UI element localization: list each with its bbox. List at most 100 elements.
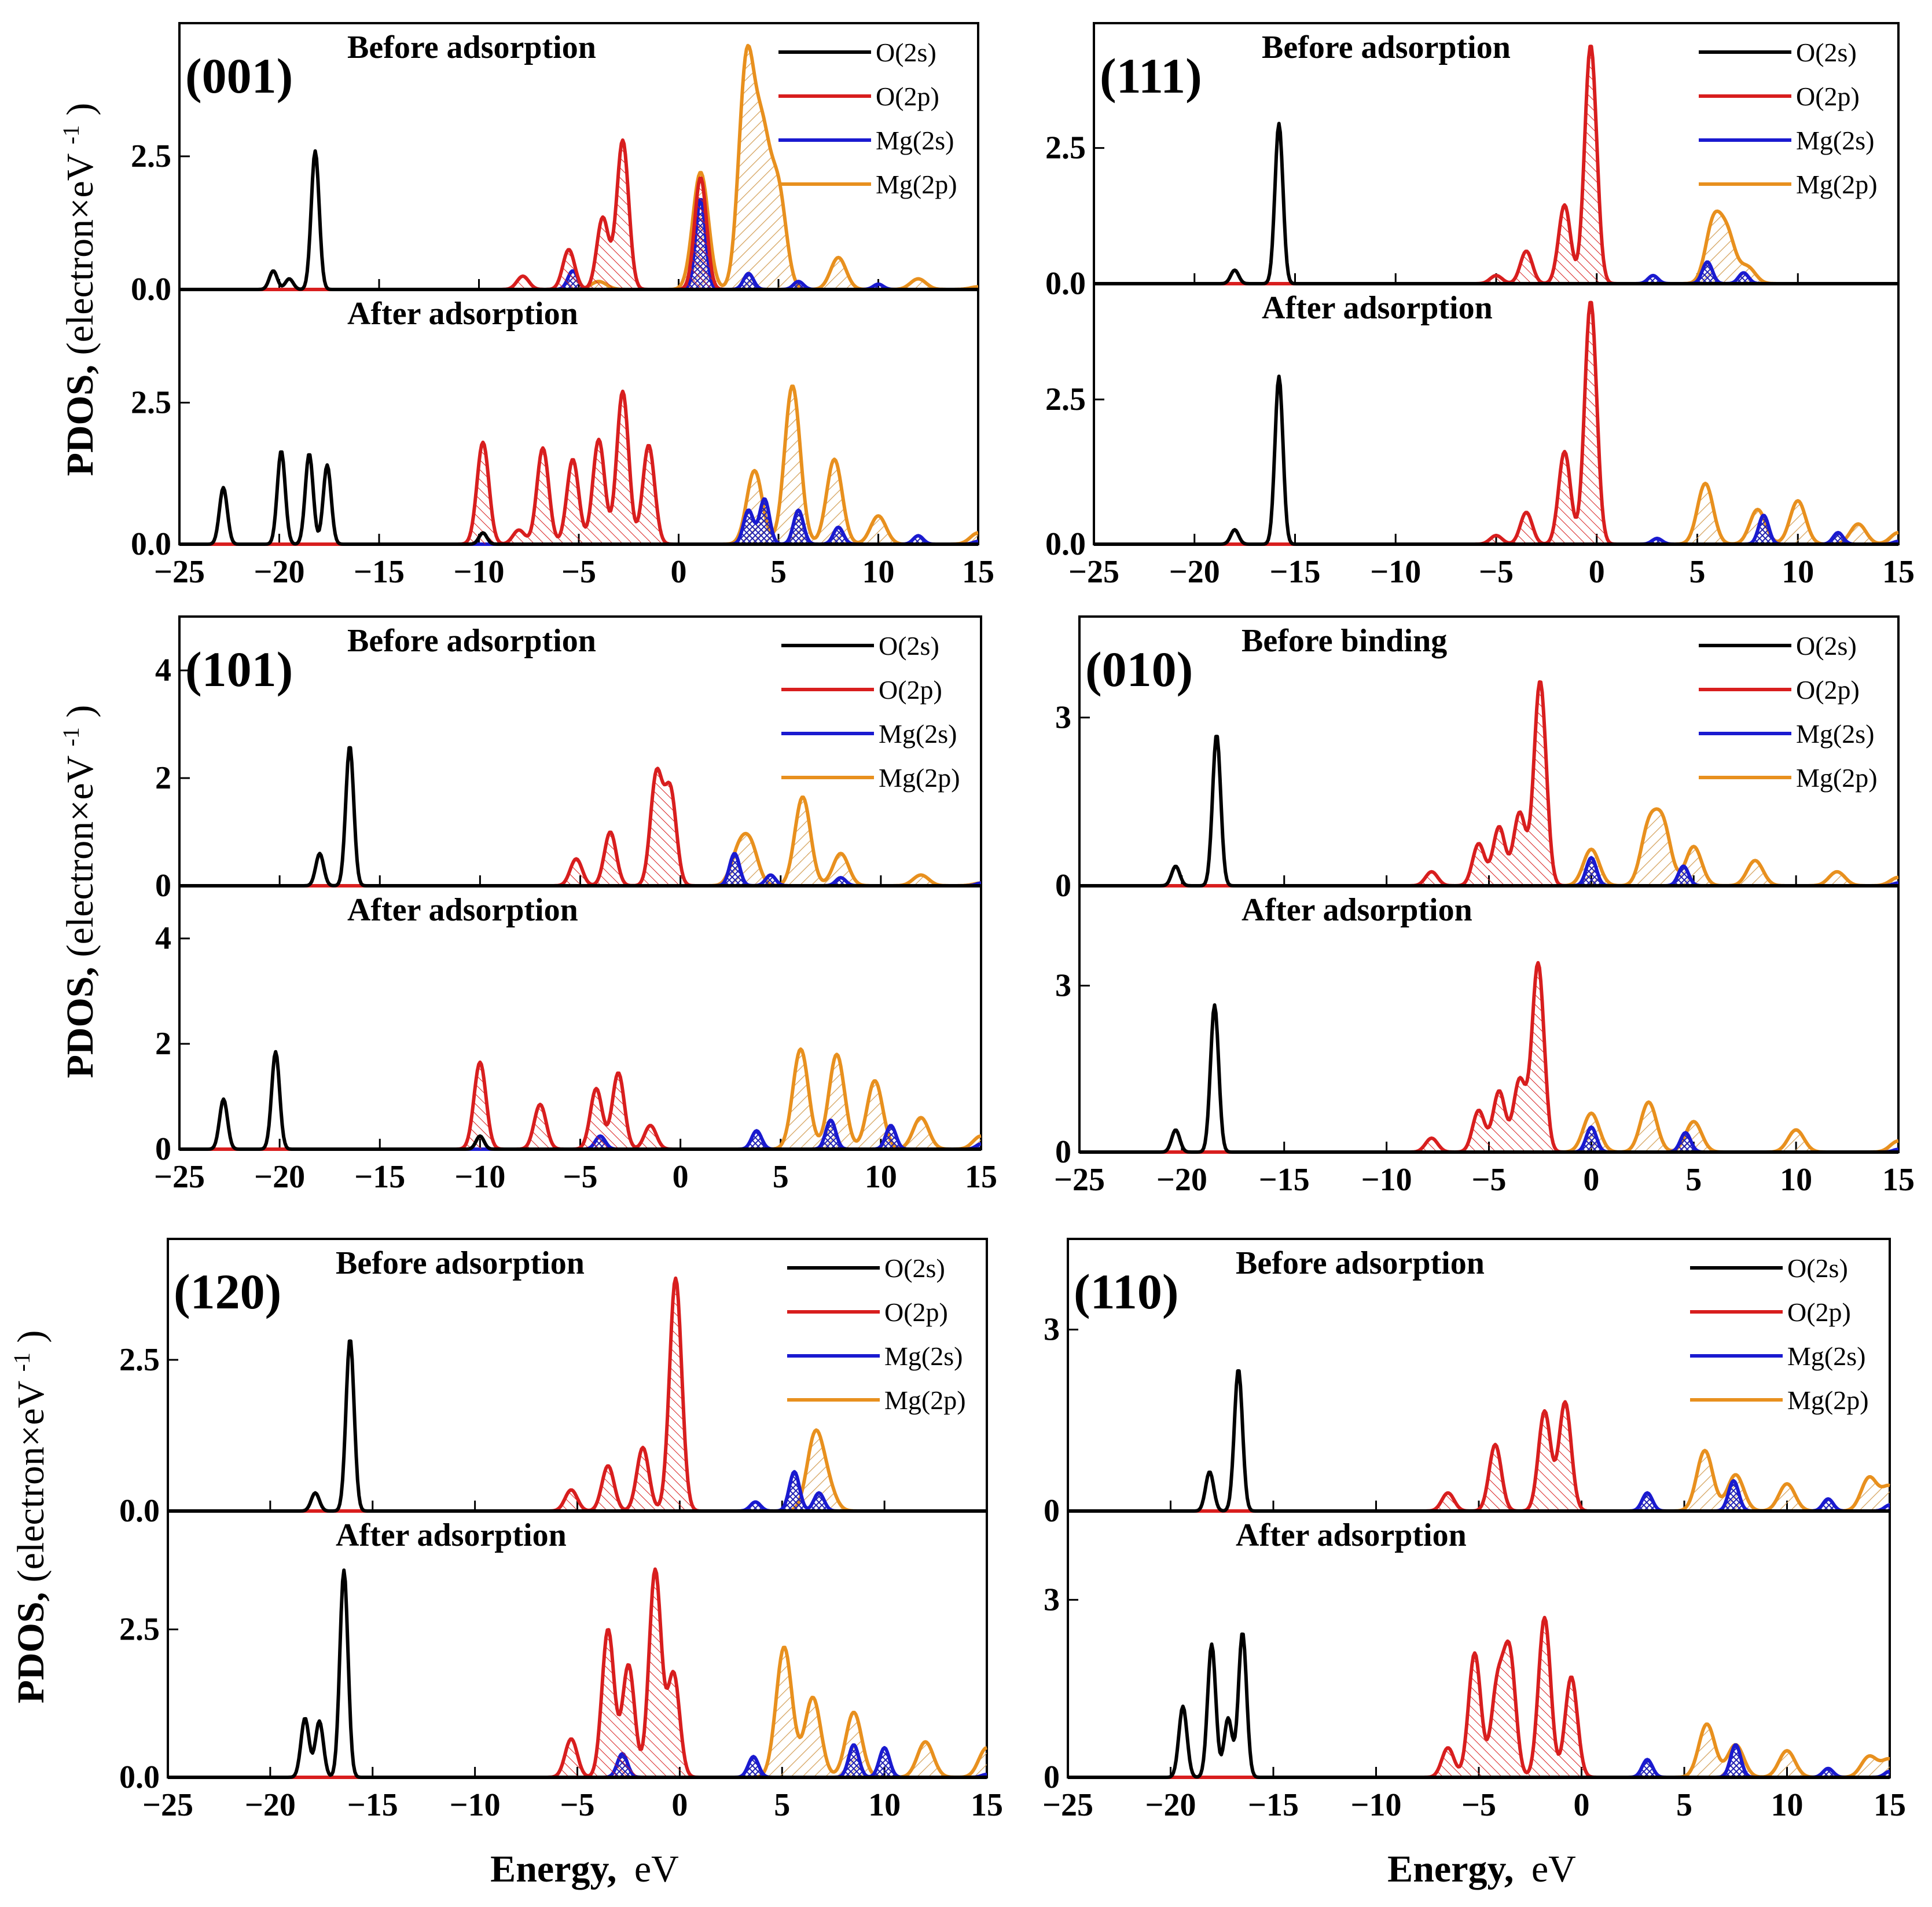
y-tick-label: 4 [155, 652, 171, 688]
subplot-title: Before adsorption [347, 30, 596, 65]
series-fill-o2p [1079, 682, 1898, 886]
x-tick-label: 15 [962, 554, 994, 590]
series-fill-o2p [1068, 1402, 1890, 1511]
subplot-title: Before adsorption [336, 1245, 585, 1281]
x-tick-label: −25 [154, 554, 205, 590]
panel-label: (010) [1085, 641, 1193, 697]
y-tick-label: 0.0 [1045, 266, 1086, 302]
legend-label: O(2s) [1796, 38, 1857, 67]
legend-label: O(2p) [879, 675, 942, 705]
x-tick-label: 5 [773, 1159, 789, 1195]
x-tick-label: −25 [142, 1787, 193, 1823]
subplot-after: After adsorption 0 3 [1055, 892, 1899, 1170]
series-line-o2s [167, 1339, 987, 1513]
legend-label: O(2s) [1787, 1253, 1848, 1283]
legend-label: O(2p) [884, 1297, 948, 1327]
series-line-o2p [1067, 1400, 1890, 1513]
x-tick-label: 5 [1689, 554, 1706, 590]
series-line-o2p [1093, 45, 1899, 285]
x-tick-label: 10 [865, 1159, 897, 1195]
panel-001: (001) O(2s) O(2p) Mg(2s) Mg(2p) −25 −20 −15 −10 −… [131, 22, 994, 590]
x-tick-label: 0 [1589, 554, 1605, 590]
y-tick-label: 4 [155, 921, 171, 956]
series-line-o2s [167, 1568, 987, 1779]
y-tick-label: 2 [155, 760, 171, 796]
y-tick-label: 2.5 [119, 1611, 160, 1647]
subplot-before: Before adsorption 0.0 2.5 [1045, 30, 1899, 302]
x-axis-title-left: Energy, eV [490, 1848, 679, 1890]
series-line-o2s [1067, 1632, 1890, 1779]
series-line-mg2p [179, 43, 979, 291]
x-tick-label: −15 [1259, 1162, 1310, 1198]
subplot-after: After adsorption 0.0 2.5 [1045, 290, 1899, 562]
subplot-title: Before adsorption [1262, 30, 1511, 65]
subplot-before: Before adsorption 0 3 [1044, 1245, 1890, 1529]
x-tick-label: 0 [671, 554, 687, 590]
x-tick-label: −10 [1361, 1162, 1412, 1198]
x-tick-label: −10 [1351, 1787, 1402, 1823]
y-tick-label: 2.5 [1045, 382, 1086, 417]
x-tick-label: 10 [1780, 1162, 1812, 1198]
series-fill-o2p [1068, 1618, 1890, 1777]
subplot-before: Before adsorption 0.0 2.5 [119, 1245, 987, 1529]
subplot-after: After adsorption 0 3 [1044, 1517, 1890, 1795]
x-tick-label: 0 [1574, 1787, 1590, 1823]
y-tick-label: 0.0 [131, 272, 171, 307]
y-tick-label: 0.0 [119, 1759, 160, 1795]
x-tick-label: 5 [770, 554, 787, 590]
legend-label: O(2p) [1796, 675, 1860, 705]
legend-label: Mg(2p) [879, 763, 960, 793]
panel-label: (110) [1074, 1264, 1179, 1319]
legend-label: Mg(2p) [1787, 1385, 1869, 1415]
subplot-before: Before adsorption 0.0 2.5 [131, 30, 979, 307]
panel-label: (120) [174, 1264, 281, 1319]
y-tick-label: 0 [155, 1131, 171, 1167]
x-tick-label: 5 [1676, 1787, 1692, 1823]
series-line-mg2p [179, 1047, 982, 1151]
y-tick-label: 0 [1044, 1493, 1060, 1529]
x-tick-label: 5 [774, 1787, 790, 1823]
x-tick-label: −20 [1145, 1787, 1196, 1823]
y-tick-label: 2.5 [119, 1342, 160, 1378]
x-tick-label: −20 [1169, 554, 1220, 590]
panel-label: (101) [185, 641, 293, 697]
x-tick-label: −20 [245, 1787, 296, 1823]
legend-label: Mg(2p) [876, 170, 957, 199]
x-tick-label: −5 [1479, 554, 1514, 590]
x-tick-label: 15 [1882, 554, 1915, 590]
legend-label: O(2p) [1796, 82, 1860, 111]
series-line-o2s [1079, 735, 1899, 888]
legend-label: O(2p) [876, 82, 939, 111]
y-tick-label: 2.5 [131, 385, 171, 421]
series-fill-mg2p [1079, 1102, 1898, 1152]
legend-label: O(2s) [876, 38, 936, 67]
x-tick-label: −20 [254, 1159, 305, 1195]
y-tick-label: 0.0 [119, 1493, 160, 1529]
subplot-title: After adsorption [347, 892, 578, 928]
series-line-o2s [1093, 122, 1899, 285]
panel-111: (111) O(2s) O(2p) Mg(2s) Mg(2p) −25 −20 −15 −10 −… [1045, 22, 1915, 590]
subplot-before: Before binding 0 3 [1055, 623, 1899, 904]
y-tick-label: 0.0 [1045, 526, 1086, 562]
y-axis-title-bottom: PDOS, (electron×eV -1 ) [0, 1330, 52, 1704]
subplot-title: After adsorption [1242, 892, 1472, 928]
x-tick-label: 5 [1685, 1162, 1702, 1198]
y-tick-label: 3 [1055, 968, 1071, 1004]
y-tick-label: 3 [1044, 1312, 1060, 1348]
series-line-o2p [179, 767, 982, 888]
y-tick-label: 2 [155, 1026, 171, 1062]
legend-label: O(2p) [1787, 1297, 1851, 1327]
x-tick-label: −15 [354, 554, 405, 590]
series-fill-mg2p [168, 1430, 987, 1511]
x-tick-label: −20 [1156, 1162, 1207, 1198]
legend-label: Mg(2s) [879, 719, 957, 749]
legend-label: Mg(2s) [1796, 719, 1874, 749]
x-tick-label: −10 [1370, 554, 1421, 590]
y-tick-label: 0.0 [131, 526, 171, 562]
y-axis-title-middle: PDOS, (electron×eV -1 ) [45, 705, 101, 1079]
x-tick-label: −5 [1472, 1162, 1507, 1198]
subplot-title: After adsorption [347, 296, 578, 332]
panel-110: (110) O(2s) O(2p) Mg(2s) Mg(2p) −25 −20 −15 −10 −… [1042, 1238, 1906, 1823]
x-tick-label: −15 [1270, 554, 1321, 590]
x-tick-label: −25 [1054, 1162, 1105, 1198]
